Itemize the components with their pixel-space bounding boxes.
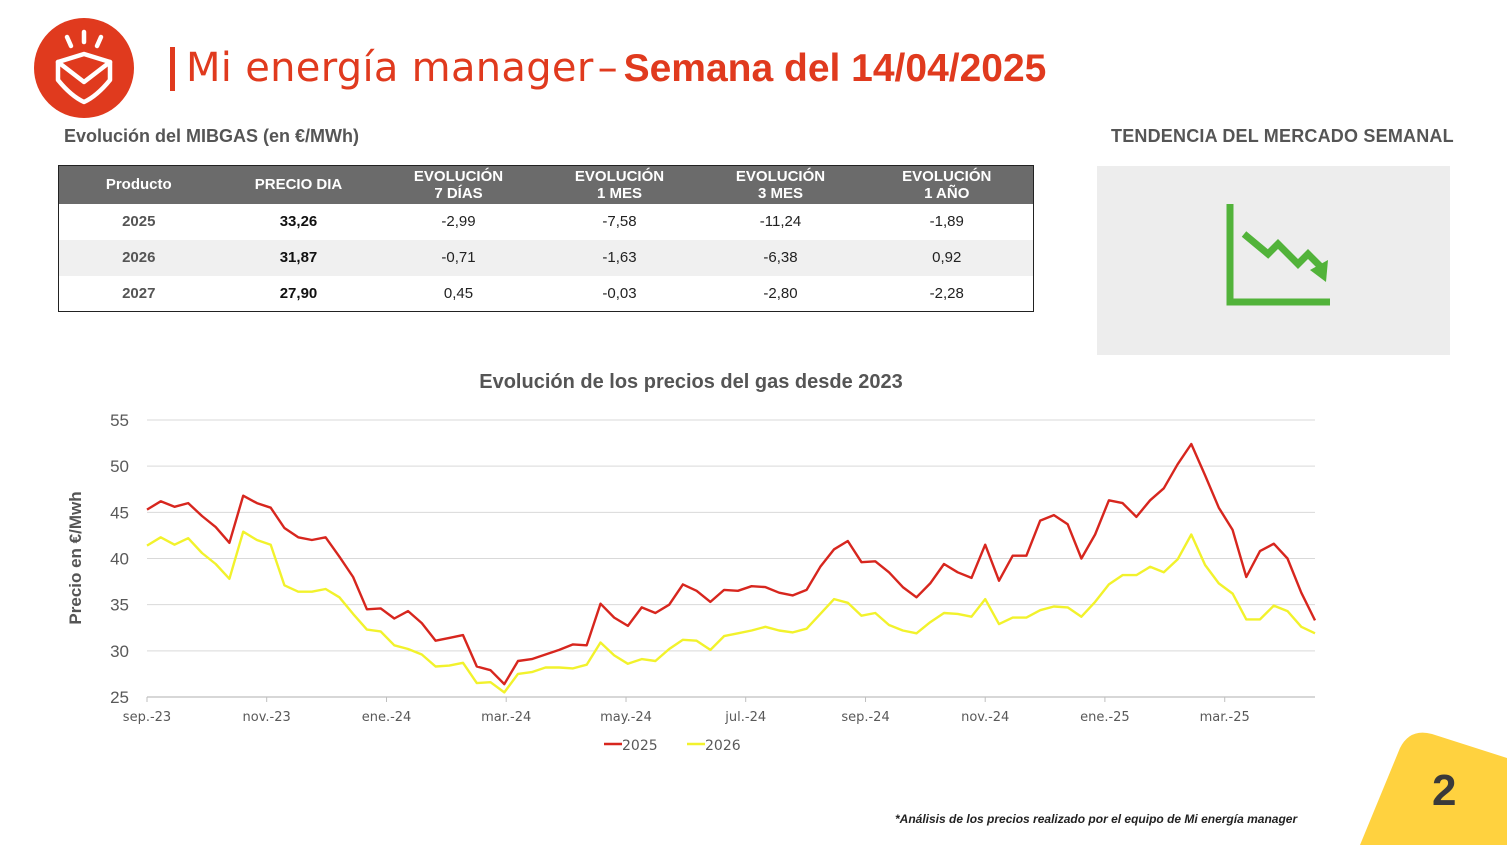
table-row: 2026 31,87 -0,71 -1,63 -6,38 0,92 <box>58 239 1034 276</box>
x-tick-label: mar.-25 <box>1200 710 1250 725</box>
cell-price: 27,90 <box>279 284 318 302</box>
cell-1m: -7,58 <box>602 213 637 230</box>
y-tick-label: 25 <box>110 688 129 707</box>
x-tick-label: may.-24 <box>600 710 652 725</box>
column-header: EVOLUCIÓN 1 MES <box>538 165 701 204</box>
column-header: EVOLUCIÓN 7 DÍAS <box>378 165 539 204</box>
x-tick-label: sep.-23 <box>123 710 171 725</box>
title-week: Semana del 14/04/2025 <box>623 47 1047 90</box>
cell-3m: -6,38 <box>700 239 861 276</box>
table-heading: Evolución del MIBGAS (en €/MWh) <box>64 126 360 146</box>
cell-1y: -2,28 <box>929 284 964 302</box>
chart-title: Evolución de los precios del gas desde 2… <box>479 371 903 393</box>
cell-3m: -2,80 <box>763 284 798 302</box>
y-axis-label: Precio en €/Mwh <box>66 491 85 624</box>
x-tick-label: jul.-24 <box>724 710 766 725</box>
y-tick-label: 30 <box>110 642 129 661</box>
cell-1y: 0,92 <box>860 239 1034 276</box>
x-tick-label: nov.-24 <box>961 710 1009 725</box>
x-tick-label: nov.-23 <box>243 710 291 725</box>
series-line-2026 <box>146 530 1316 694</box>
title-dash: – <box>597 45 618 91</box>
table-row: 2027 27,90 0,45 -0,03 -2,80 -2,28 <box>59 276 1034 312</box>
cell-product: 2025 <box>122 213 156 230</box>
x-tick-label: ene.-25 <box>1080 710 1130 725</box>
cell-7d: -0,71 <box>378 239 539 276</box>
cell-1m: -0,03 <box>602 284 637 302</box>
footnote: *Análisis de los precios realizado por e… <box>895 812 1298 826</box>
page-corner-shape <box>1360 732 1507 845</box>
legend-label: 2026 <box>705 738 741 754</box>
legend-label: 2025 <box>622 738 658 754</box>
trend-panel <box>1097 166 1450 355</box>
y-tick-label: 45 <box>110 503 129 522</box>
title-prefix: Mi energía manager <box>186 45 594 91</box>
x-tick-label: ene.-24 <box>362 710 412 725</box>
price-table: Producto PRECIO DIA EVOLUCIÓN 7 DÍAS EVOL… <box>58 165 1034 312</box>
cell-7d: 0,45 <box>443 284 474 302</box>
table-header-row: Producto PRECIO DIA EVOLUCIÓN 7 DÍAS EVOL… <box>58 165 1034 204</box>
column-header: EVOLUCIÓN 1 AÑO <box>860 165 1034 204</box>
downtrend-chart-icon <box>1226 204 1330 306</box>
cell-3m: -11,24 <box>759 213 802 230</box>
table-row: 2025 33,26 -2,99 -7,58 -11,24 -1,89 <box>59 204 1034 240</box>
cell-product: 2026 <box>58 239 219 276</box>
page-title: Mi energía manager – Semana del 14/04/2025 <box>186 44 1046 93</box>
column-header: EVOLUCIÓN 3 MES <box>700 165 861 204</box>
cell-price: 33,26 <box>279 213 318 230</box>
cell-7d: -2,99 <box>441 213 476 230</box>
cell-price: 31,87 <box>218 239 379 276</box>
y-tick-label: 55 <box>110 411 129 430</box>
y-tick-label: 40 <box>110 550 129 569</box>
cell-product: 2027 <box>122 284 156 302</box>
x-tick-label: mar.-24 <box>481 710 531 725</box>
brand-logo <box>34 18 134 118</box>
gas-price-chart: Evolución de los precios del gas desde 2… <box>66 371 1317 754</box>
trend-heading: TENDENCIA DEL MERCADO SEMANAL <box>1111 126 1454 146</box>
cell-1m: -1,63 <box>538 239 701 276</box>
page-number: 2 <box>1432 766 1457 815</box>
column-header: Producto <box>58 165 219 204</box>
series-line-2025 <box>146 442 1317 686</box>
y-tick-label: 35 <box>110 596 129 615</box>
x-tick-label: sep.-24 <box>841 710 889 725</box>
column-header: PRECIO DIA <box>218 165 379 204</box>
title-accent-bar <box>170 47 175 91</box>
y-tick-label: 50 <box>110 457 129 476</box>
cell-1y: -1,89 <box>929 213 964 230</box>
